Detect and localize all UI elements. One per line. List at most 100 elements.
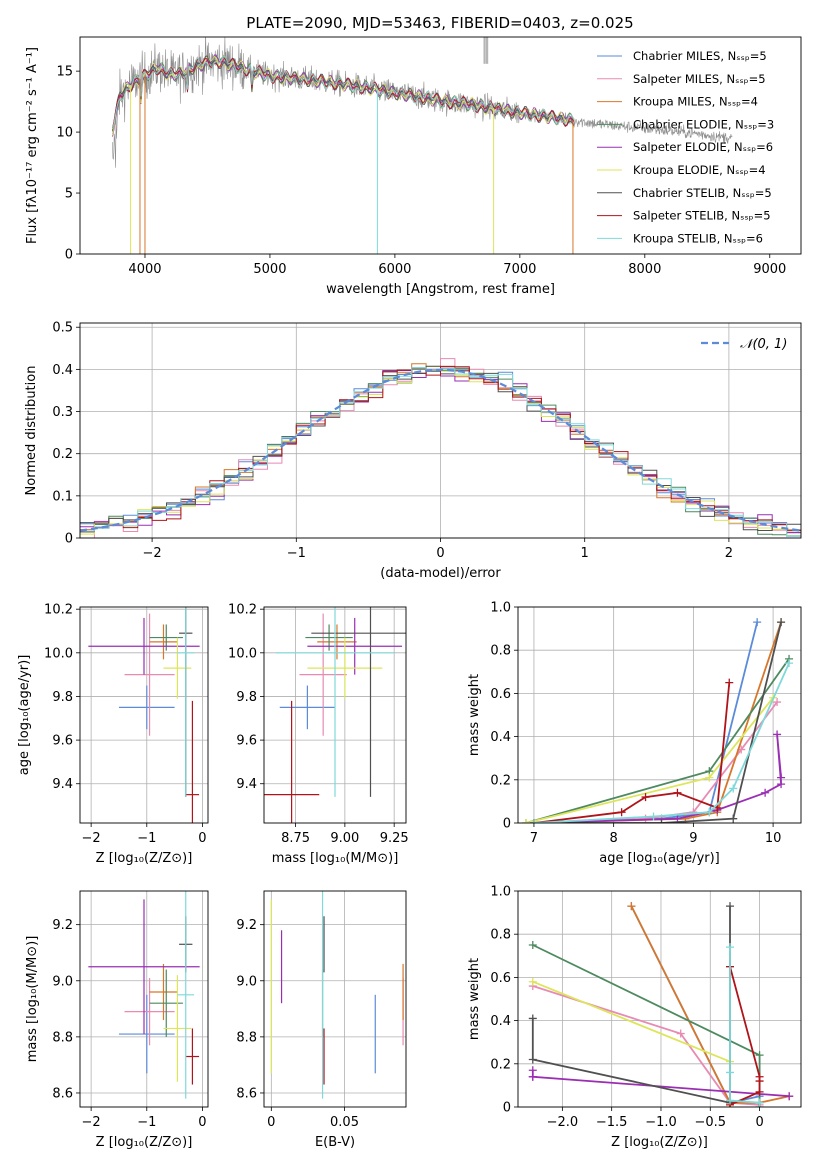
age_vs_mass-plot-area: [264, 607, 406, 823]
weight-point-marker: [521, 819, 530, 823]
mass_vs_ebv-frame: [263, 890, 407, 1108]
x-axis-label: Z [log₁₀(Z/Z⊙)]: [611, 1135, 708, 1150]
chart-title: PLATE=2090, MJD=53463, FIBERID=0403, z=0…: [246, 14, 633, 32]
weight-point-marker: [627, 902, 636, 911]
weight-point-marker: [528, 977, 537, 986]
weight_vs_Z-plot-area: [528, 902, 794, 1107]
y-tick-label: 8.8: [236, 1030, 257, 1045]
weight-point-marker: [641, 793, 650, 802]
weight-point-marker: [528, 1055, 537, 1064]
y-axis-label: mass weight: [467, 958, 482, 1040]
weight_vs_Z-frame: [517, 890, 802, 1108]
x-tick-label: 0: [198, 831, 206, 846]
y-tick-label: 0: [65, 532, 73, 547]
x-tick-label: 0: [436, 546, 444, 561]
weight-point-marker: [755, 1098, 764, 1107]
y-tick-label: 8.6: [236, 1086, 257, 1101]
weight-point-marker: [528, 1072, 537, 1081]
y-tick-label: 9.6: [52, 734, 73, 749]
x-tick-label: −2.0: [547, 1115, 579, 1130]
weight-point-marker: [726, 902, 735, 911]
weight-point-marker: [729, 784, 738, 793]
weight-point-marker: [705, 773, 714, 782]
x-tick-label: 9.00: [330, 831, 359, 846]
legend-label: Chabrier ELODIE, Nₛₛₚ=3: [633, 117, 774, 131]
y-tick-label: 10: [56, 126, 73, 141]
y-tick-label: 10.0: [44, 646, 73, 661]
y-tick-label: 15: [56, 65, 73, 80]
y-tick-label: 0.1: [52, 489, 73, 504]
y-axis-label: Normed distribution: [24, 366, 39, 496]
histogram-step: [80, 358, 801, 538]
y-tick-label: 1.0: [490, 885, 511, 900]
age_vs_mass-frame: [263, 606, 407, 824]
legend-label: 𝒩(0, 1): [740, 337, 787, 352]
weight-point-marker: [729, 814, 738, 823]
y-tick-label: 0.5: [52, 321, 73, 336]
y-tick-label: 0: [503, 1101, 511, 1116]
residuals-frame: [79, 322, 802, 539]
weight-point-marker: [777, 618, 786, 627]
weight-point-marker: [726, 1068, 735, 1077]
x-axis-label: age [log₁₀(age/yr)]: [599, 851, 720, 866]
x-tick-label: 8000: [628, 262, 661, 277]
x-axis-label: mass [log₁₀(M/M⊙)]: [272, 851, 399, 866]
weight-point-marker: [755, 1051, 764, 1060]
normal-curve: [80, 368, 801, 532]
y-tick-label: 10.2: [228, 603, 257, 618]
y-axis-label: mass [log₁₀(M/M⊙)]: [25, 936, 40, 1063]
weight-point-marker: [657, 819, 666, 823]
x-axis-label: E(B-V): [315, 1135, 355, 1150]
mass_vs_Z-frame: [79, 890, 209, 1108]
residuals-plot-area: [80, 358, 801, 538]
y-tick-label: 9.0: [236, 974, 257, 989]
weight-point-marker: [755, 1087, 764, 1096]
weight-point-marker: [785, 659, 794, 668]
x-tick-label: 0: [755, 1115, 763, 1130]
x-tick-label: 0: [198, 1115, 206, 1130]
legend-label: Chabrier MILES, Nₛₛₚ=5: [633, 49, 767, 63]
x-tick-label: 0.05: [330, 1115, 359, 1130]
spectrum-axes: 4000 5000 6000 7000 8000 9000 0 5 10 15 wavelength…: [25, 36, 802, 297]
age_vs_Z-frame: [79, 606, 209, 824]
y-tick-label: 9.8: [52, 690, 73, 705]
model-spectrum-line: [112, 55, 575, 132]
age_vs_Z-plot-area: [88, 607, 200, 823]
weight-series-line: [533, 621, 782, 823]
weight-series-line: [729, 966, 761, 1106]
y-tick-label: 0.2: [490, 773, 511, 788]
mass_vs_Z-plot-area: [88, 891, 200, 1099]
model-spectrum-line: [112, 54, 575, 137]
y-tick-label: 10.0: [228, 646, 257, 661]
residuals-axes: −2 −1 0 1 2 0 0.1 0.2 0.3 0.4 0.5 (data-model)/erro…: [24, 321, 802, 581]
y-tick-label: 9.4: [52, 777, 73, 792]
weight-series-line: [729, 947, 760, 1104]
weight-series-line: [532, 985, 760, 1106]
x-tick-label: −2: [143, 546, 162, 561]
x-tick-label: 7000: [503, 262, 536, 277]
y-tick-label: 10.2: [44, 603, 73, 618]
x-tick-label: 4000: [128, 262, 161, 277]
weight-point-marker: [755, 1077, 764, 1086]
weight-point-marker: [649, 812, 658, 821]
weight-point-marker: [725, 678, 734, 687]
x-tick-label: −1: [137, 831, 156, 846]
weight-series-line: [630, 905, 790, 1104]
y-tick-label: 0.6: [490, 687, 511, 702]
model-spectrum-line: [112, 55, 575, 136]
x-tick-label: 6000: [378, 262, 411, 277]
x-axis-label: Z [log₁₀(Z/Z⊙)]: [96, 1135, 193, 1150]
weight-point-marker: [617, 808, 626, 817]
model-spectrum-line: [112, 54, 575, 131]
weight_vs_age-frame: [517, 606, 802, 824]
y-axis-label: mass weight: [467, 674, 482, 756]
weight-point-marker: [529, 819, 538, 823]
weight-point-marker: [528, 941, 537, 949]
weight_vs_age-axes: 7 8 9 10 0 0.2 0.4 0.6 0.8 1.0 age [log₁₀(age/yr)]…: [467, 601, 802, 866]
x-tick-label: −1.0: [645, 1115, 677, 1130]
weight-series-line: [533, 701, 778, 823]
weight-point-marker: [705, 808, 714, 817]
y-tick-label: 9.0: [52, 974, 73, 989]
y-tick-label: 1.0: [490, 601, 511, 616]
age_vs_Z-axes: −2 −1 0 9.4 9.6 9.8 10.0 10.2 Z [log₁₀(Z/Z⊙)] age…: [17, 603, 209, 866]
